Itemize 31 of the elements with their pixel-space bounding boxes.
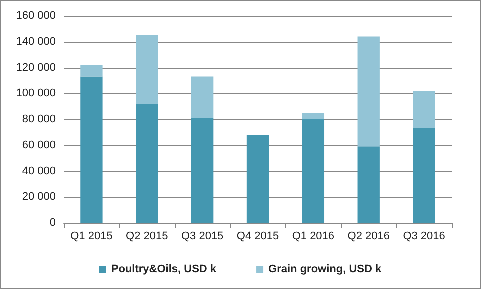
bar [358,146,380,223]
bar [413,91,436,129]
bar [246,135,270,223]
y-tick-label: 120 000 [16,62,56,74]
bar [191,76,214,118]
x-tick-label: Q1 2016 [292,230,335,242]
x-tick-label: Q3 2015 [181,230,224,242]
bar [191,118,214,223]
bar [358,36,380,147]
y-tick-label: 160 000 [16,10,56,22]
bar [80,65,103,77]
y-tick-label: 0 [50,217,56,229]
x-tick-label: Q2 2016 [348,230,390,242]
x-tick-label: Q1 2015 [70,230,113,242]
y-tick-label: 100 000 [16,88,56,100]
legend-label: Poultry&Oils, USD k [111,264,218,276]
y-tick-label: 20 000 [22,191,56,204]
bar [136,104,158,223]
y-tick-label: 60 000 [22,139,56,152]
x-tick-label: Q3 2016 [403,230,446,242]
bar [413,128,436,223]
legend-label: Grain growing, USD k [268,264,382,276]
bar [302,113,325,120]
x-tick-label: Q4 2015 [236,230,280,242]
bar [136,35,158,104]
y-tick-label: 40 000 [22,165,56,178]
y-tick-label: 140 000 [16,36,56,48]
y-tick-label: 80 000 [22,114,56,126]
bar [80,76,103,223]
x-tick-label: Q2 2015 [126,230,168,242]
bar [302,120,325,223]
